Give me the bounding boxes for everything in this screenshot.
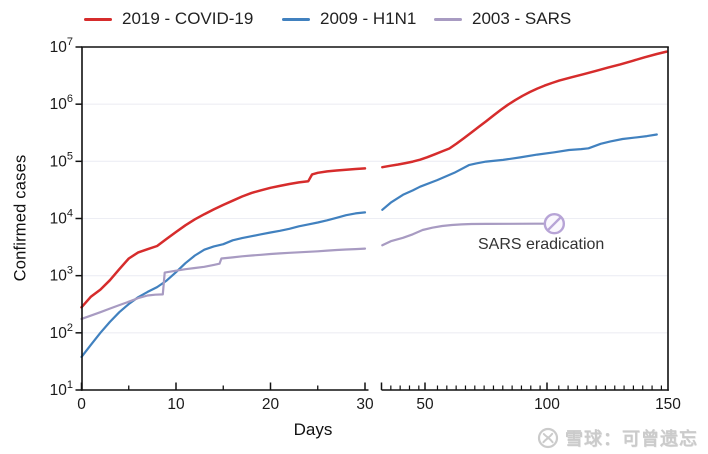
legend-swatch-h1n1 [282, 17, 310, 21]
series-line-h1n1-seg1 [80, 211, 367, 358]
legend-label-covid19: 2019 - COVID-19 [122, 9, 254, 28]
y-tick-label-10e5: 105 [50, 150, 73, 170]
y-tick-label-10e4: 104 [50, 208, 73, 228]
y-tick-label-10e7: 107 [50, 36, 73, 56]
eradication-marker-slash [547, 216, 562, 231]
legend-label-h1n1: 2009 - H1N1 [320, 9, 417, 28]
xueqiu-circle-icon [537, 427, 559, 449]
series-line-covid19-seg1 [80, 167, 367, 309]
y-tick-label-10e2: 102 [50, 322, 73, 342]
legend-item-covid19: 2019 - COVID-19 [84, 9, 253, 29]
x-tick-label-day50: 50 [416, 396, 434, 413]
watermark: 雪球：可曾遗忘 [537, 425, 698, 451]
series-line-h1n1-seg2 [381, 133, 658, 211]
x-axis-title: Days [293, 420, 333, 439]
sars-eradication-label: SARS eradication [478, 236, 605, 253]
x-tick-label-day20: 20 [262, 396, 280, 413]
legend-swatch-sars [434, 17, 462, 21]
legend-label-sars: 2003 - SARS [472, 9, 572, 28]
x-tick-label-day100: 100 [534, 396, 560, 413]
legend-item-h1n1: 2009 - H1N1 [282, 9, 416, 29]
y-axis-title: Confirmed cases [11, 154, 30, 282]
legend: 2019 - COVID-19 2009 - H1N1 2003 - SARS [0, 0, 708, 34]
y-tick-label-10e1: 101 [50, 379, 73, 399]
y-tick-label-10e6: 106 [50, 93, 73, 113]
legend-item-sars: 2003 - SARS [434, 9, 571, 29]
legend-swatch-covid19 [84, 17, 112, 21]
x-tick-label-day0: 0 [77, 396, 86, 413]
y-tick-label-10e3: 103 [50, 265, 73, 285]
x-tick-label-day150: 150 [655, 396, 681, 413]
x-tick-label-day30: 30 [356, 396, 374, 413]
watermark-text: 雪球：可曾遗忘 [565, 429, 698, 449]
series-line-sars-seg1 [80, 247, 367, 320]
x-tick-label-day10: 10 [167, 396, 185, 413]
series-line-sars-seg2 [381, 222, 546, 247]
series-line-covid19-seg2 [381, 50, 668, 169]
